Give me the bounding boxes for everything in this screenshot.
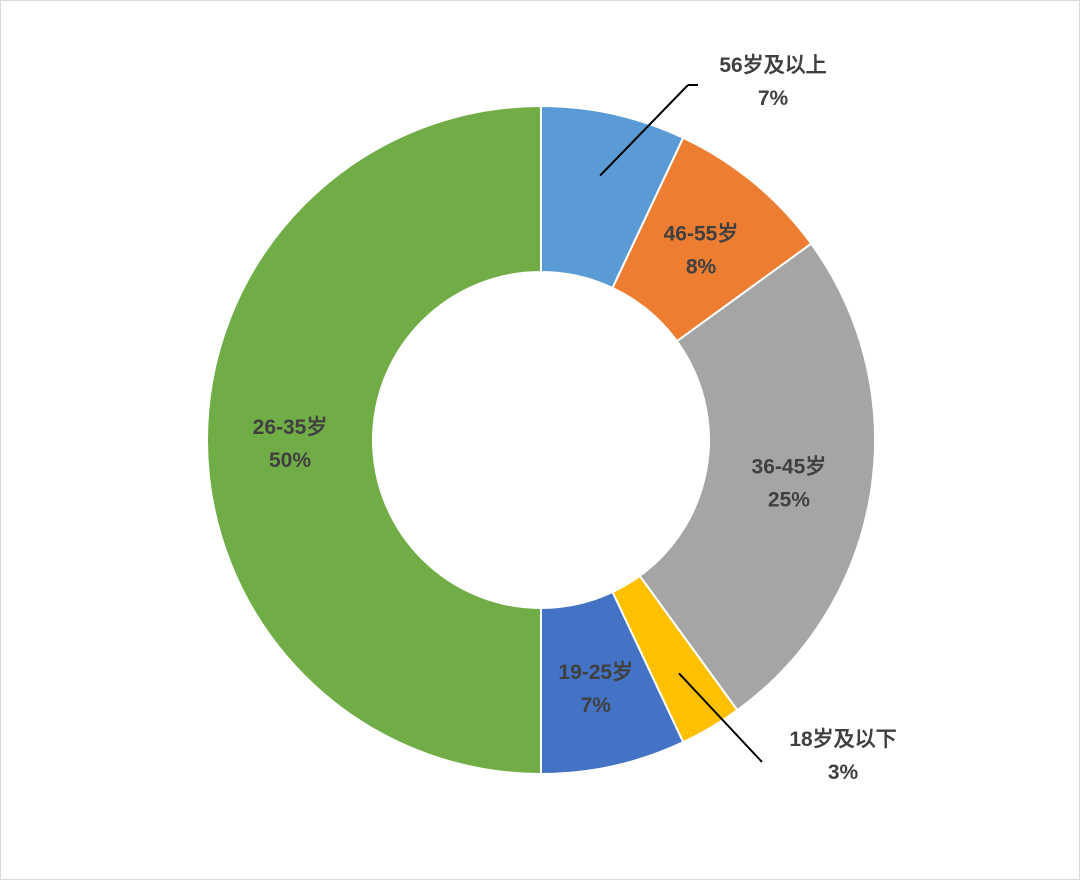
- slice-category-label: 18岁及以下: [789, 727, 896, 751]
- slice-percent-label: 3%: [828, 761, 859, 784]
- slice-category-label: 26-35岁: [253, 415, 328, 439]
- slice-percent-label: 25%: [768, 488, 810, 511]
- slice-percent-label: 7%: [758, 87, 789, 110]
- slice-category-label: 46-55岁: [664, 222, 739, 246]
- slice-percent-label: 50%: [269, 449, 311, 472]
- slice-category-label: 19-25岁: [558, 660, 633, 684]
- slice-percent-label: 7%: [581, 694, 612, 717]
- donut-slice-2: [638, 242, 876, 712]
- slice-category-label: 36-45岁: [752, 454, 827, 478]
- leader-line-3: [678, 672, 763, 763]
- slice-category-label: 56岁及以上: [719, 53, 826, 77]
- leader-line-0: [599, 84, 689, 177]
- slice-percent-label: 8%: [686, 256, 717, 279]
- donut-slice-5: [206, 104, 542, 776]
